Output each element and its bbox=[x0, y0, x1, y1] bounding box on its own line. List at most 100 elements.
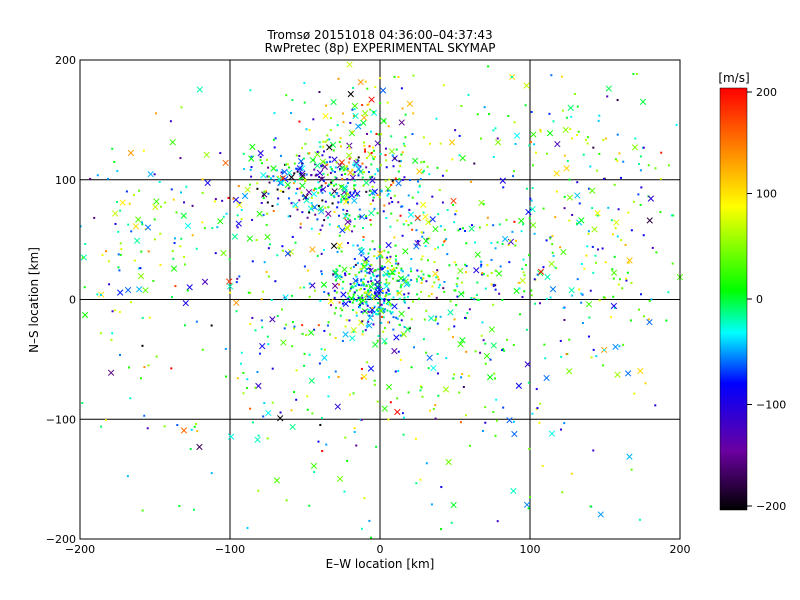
data-point-cross bbox=[432, 225, 439, 233]
data-point bbox=[401, 205, 404, 208]
data-point bbox=[484, 287, 487, 290]
data-point bbox=[305, 173, 308, 176]
data-point bbox=[395, 148, 398, 151]
data-point bbox=[130, 230, 133, 233]
data-point bbox=[458, 391, 461, 394]
data-point bbox=[319, 145, 322, 148]
data-point bbox=[276, 254, 279, 257]
data-point bbox=[350, 286, 353, 289]
data-point-cross bbox=[546, 130, 554, 137]
data-point bbox=[343, 490, 346, 493]
data-point bbox=[534, 302, 537, 305]
data-point bbox=[400, 319, 403, 322]
data-point bbox=[246, 378, 249, 381]
data-point bbox=[371, 185, 374, 188]
data-point bbox=[367, 320, 370, 323]
data-point bbox=[410, 318, 413, 321]
data-point bbox=[617, 208, 620, 211]
data-point bbox=[455, 210, 458, 213]
data-point bbox=[308, 295, 311, 298]
data-point bbox=[513, 220, 516, 223]
data-point bbox=[185, 185, 188, 188]
data-point-cross bbox=[144, 224, 152, 231]
data-point bbox=[418, 185, 421, 188]
data-point bbox=[527, 507, 530, 510]
data-point-cross bbox=[369, 306, 376, 313]
data-point bbox=[139, 267, 142, 270]
data-point bbox=[356, 283, 359, 286]
data-point bbox=[390, 212, 393, 215]
data-point bbox=[283, 163, 286, 166]
data-point bbox=[312, 189, 315, 192]
data-point bbox=[377, 335, 380, 338]
data-point bbox=[251, 316, 254, 319]
data-point bbox=[174, 285, 177, 288]
data-point bbox=[295, 154, 298, 157]
data-point bbox=[421, 395, 424, 398]
data-point bbox=[322, 248, 325, 251]
data-point bbox=[285, 323, 288, 326]
data-point bbox=[235, 281, 238, 284]
data-point bbox=[422, 277, 425, 280]
data-point bbox=[348, 147, 351, 150]
data-point bbox=[228, 258, 231, 261]
x-tick-label: −200 bbox=[65, 543, 95, 556]
data-point bbox=[172, 198, 175, 201]
data-point bbox=[396, 317, 399, 320]
data-point bbox=[141, 344, 144, 347]
data-point bbox=[621, 287, 624, 290]
data-point bbox=[420, 161, 423, 164]
data-point-cross bbox=[490, 342, 497, 349]
data-point-cross bbox=[591, 226, 598, 233]
data-point bbox=[372, 149, 375, 152]
data-point bbox=[349, 287, 352, 290]
data-point bbox=[517, 281, 520, 284]
data-point bbox=[479, 265, 482, 268]
data-point-cross bbox=[554, 140, 561, 148]
data-point bbox=[513, 121, 516, 124]
data-point bbox=[373, 291, 376, 294]
data-point-cross bbox=[311, 203, 318, 211]
data-point bbox=[675, 123, 678, 126]
data-point-cross bbox=[343, 224, 351, 231]
data-point bbox=[129, 397, 132, 400]
data-point bbox=[364, 274, 367, 277]
data-point bbox=[394, 262, 397, 265]
data-point bbox=[339, 137, 342, 140]
data-point bbox=[581, 293, 584, 296]
data-point bbox=[404, 136, 407, 139]
data-point bbox=[369, 296, 372, 299]
data-point-cross bbox=[400, 331, 407, 338]
data-point-cross bbox=[416, 168, 423, 175]
data-point bbox=[355, 289, 358, 292]
data-point bbox=[411, 228, 414, 231]
data-point bbox=[367, 171, 370, 174]
data-point bbox=[492, 224, 495, 227]
data-point-cross bbox=[226, 283, 234, 290]
data-point bbox=[348, 289, 351, 292]
data-point-cross bbox=[365, 294, 373, 301]
data-point bbox=[260, 201, 263, 204]
data-point bbox=[634, 137, 637, 140]
data-point bbox=[293, 391, 296, 394]
data-point bbox=[596, 169, 599, 172]
data-point bbox=[563, 154, 566, 157]
data-point bbox=[423, 160, 426, 163]
data-point bbox=[515, 239, 518, 242]
data-point bbox=[358, 306, 361, 309]
data-point bbox=[371, 282, 374, 285]
data-point-cross bbox=[457, 341, 464, 348]
data-point-cross bbox=[350, 326, 357, 334]
data-point bbox=[394, 177, 397, 180]
data-point bbox=[249, 407, 252, 410]
colorbar-label: [m/s] bbox=[718, 71, 749, 85]
data-point bbox=[367, 263, 370, 266]
data-point-cross bbox=[81, 311, 89, 319]
data-point bbox=[353, 225, 356, 228]
data-point bbox=[329, 117, 332, 120]
data-point bbox=[354, 184, 357, 187]
data-point bbox=[110, 338, 113, 341]
data-point bbox=[273, 112, 276, 115]
data-point bbox=[329, 160, 332, 163]
data-point bbox=[368, 272, 371, 275]
